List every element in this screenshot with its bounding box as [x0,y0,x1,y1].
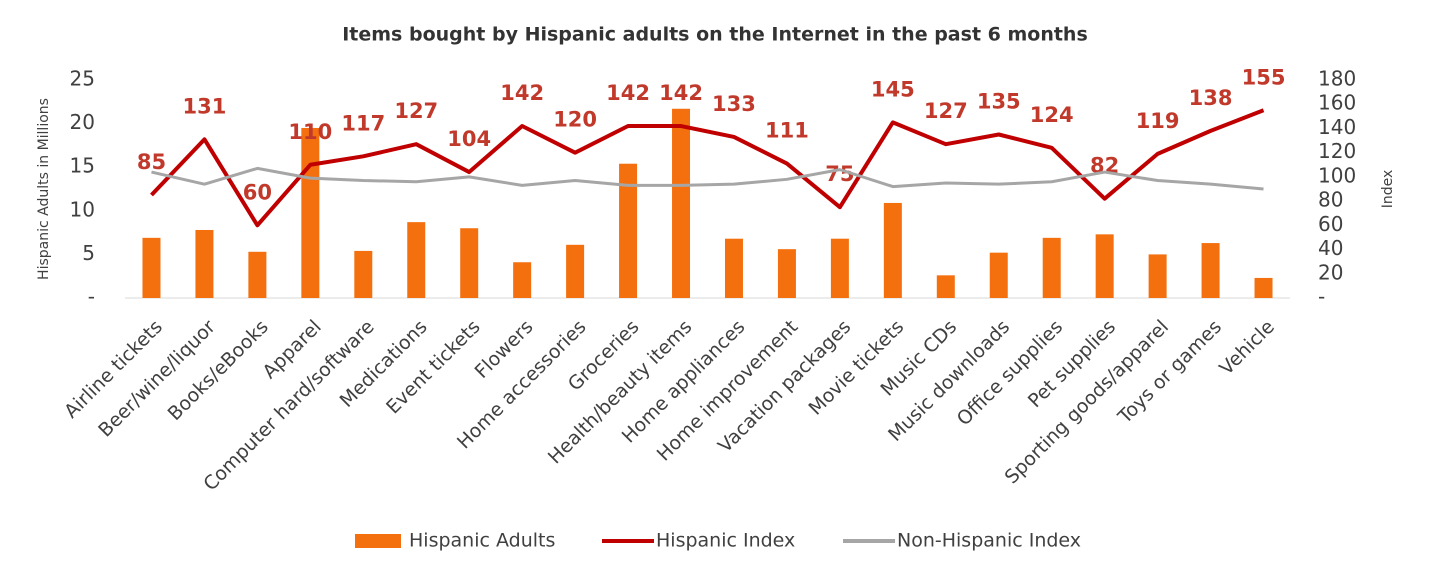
data-label: 120 [553,108,597,132]
bar [301,127,320,299]
y2-tick-label: 40 [1318,236,1343,260]
y2-tick-label: 100 [1318,163,1356,187]
y2-tick-label: 60 [1318,212,1343,236]
bar [460,228,479,298]
data-label: 142 [659,81,703,105]
data-label: 127 [394,99,438,123]
bar [883,202,902,298]
y-tick-label: 25 [70,67,95,91]
legend-swatch [355,534,401,548]
bar [1201,243,1220,298]
data-label: 119 [1136,109,1180,133]
bar [566,244,585,298]
y-axis-title: Hispanic Adults in Millions [36,98,52,280]
data-label: 110 [288,120,332,144]
bar [195,229,214,298]
y-tick-label: 15 [70,154,95,178]
x-tick-label: Event tickets [382,316,485,419]
y2-tick-label: 180 [1318,67,1356,91]
data-label: 85 [137,150,166,174]
data-label: 133 [712,92,756,116]
y2-tick-label: 160 [1318,91,1356,115]
data-label: 124 [1030,103,1074,127]
data-label: 142 [606,81,650,105]
bar [1148,254,1167,298]
data-label: 127 [924,99,968,123]
bar [407,222,426,298]
y2-tick-label: 80 [1318,188,1343,212]
data-label: 104 [447,127,491,151]
bar [1095,234,1114,298]
data-label: 131 [183,94,227,118]
y-tick-label: 10 [70,197,95,221]
y-tick-label: - [88,285,95,309]
data-label: 117 [341,111,385,135]
bar [513,262,532,298]
y2-tick-label: 120 [1318,139,1356,163]
data-label: 138 [1189,86,1233,110]
legend-label: Hispanic Index [656,530,795,552]
legend-label: Non-Hispanic Index [897,530,1081,552]
data-label: 60 [243,180,272,204]
line [150,108,1265,228]
bar [777,249,796,298]
bar [1254,277,1273,298]
y-tick-label: 20 [70,110,95,134]
bar [672,108,691,298]
y2-tick-label: 20 [1318,260,1343,284]
data-label: 142 [500,81,544,105]
data-label: 155 [1242,65,1286,89]
data-label: 135 [977,90,1021,114]
bar [936,275,955,298]
bar [989,252,1008,298]
bar [142,237,161,298]
line [151,166,1264,191]
bar [248,251,267,298]
bar [724,238,743,298]
y-tick-label: 5 [82,241,95,265]
data-label: 111 [765,119,809,143]
bar [830,238,849,298]
x-tick-label: Vehicle [1215,316,1279,380]
bar [354,250,373,298]
bar [619,163,638,298]
y2-tick-label: - [1318,285,1325,309]
data-label: 145 [871,77,915,101]
chart-title: Items bought by Hispanic adults on the I… [342,24,1088,46]
y2-tick-label: 140 [1318,115,1356,139]
legend-label: Hispanic Adults [409,530,555,552]
bar [1042,237,1061,298]
y2-axis-title: Index [1380,170,1396,209]
